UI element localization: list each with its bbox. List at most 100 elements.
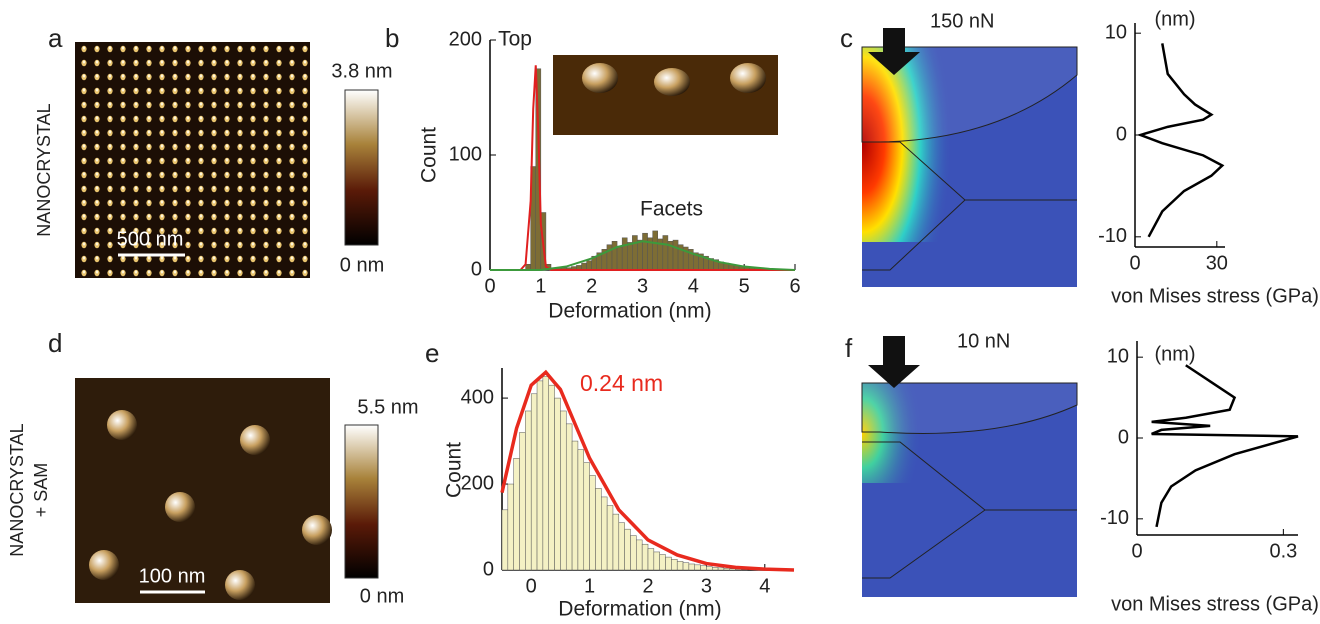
annotation: Facets bbox=[640, 198, 703, 221]
force-arrow bbox=[868, 336, 920, 388]
x-tick-label: 6 bbox=[789, 275, 800, 297]
panel-label: c bbox=[840, 23, 853, 53]
y-tick-label: 0 bbox=[1118, 426, 1129, 448]
y-unit-label: (nm) bbox=[1154, 8, 1195, 30]
x-tick-label: 3 bbox=[701, 575, 712, 597]
bar bbox=[677, 561, 683, 570]
bar bbox=[673, 240, 678, 270]
x-tick-label: 4 bbox=[759, 575, 770, 597]
bar bbox=[607, 506, 613, 570]
x-tick-label: 0 bbox=[526, 575, 537, 597]
bar bbox=[695, 565, 701, 570]
bar bbox=[663, 236, 668, 271]
colorbar-max: 5.5 nm bbox=[357, 396, 418, 418]
inset-particle bbox=[654, 68, 690, 96]
scale-bar-label: 100 nm bbox=[139, 565, 206, 587]
bar bbox=[582, 263, 587, 270]
x-axis-label: von Mises stress (GPa) bbox=[1111, 593, 1319, 615]
bar bbox=[578, 450, 584, 570]
bar bbox=[666, 557, 672, 570]
scale-bar-label: 500 nm bbox=[117, 228, 184, 250]
y-axis-label: Count bbox=[443, 442, 466, 498]
x-tick-label: 30 bbox=[1206, 252, 1228, 274]
bar bbox=[613, 514, 619, 570]
bar bbox=[584, 463, 590, 570]
bar bbox=[612, 241, 617, 270]
force-label: 10 nN bbox=[957, 330, 1010, 352]
x-tick-label: 1 bbox=[535, 275, 546, 297]
bar bbox=[601, 497, 607, 570]
bar bbox=[648, 549, 654, 570]
x-tick-label: 2 bbox=[586, 275, 597, 297]
bar bbox=[625, 529, 631, 570]
y-tick-label: 100 bbox=[449, 143, 482, 165]
panel-label: a bbox=[48, 23, 63, 53]
bar bbox=[572, 441, 578, 570]
side-label: NANOCRYSTAL bbox=[34, 103, 54, 236]
x-axis-label: Deformation (nm) bbox=[548, 300, 711, 323]
inset-particle bbox=[730, 63, 766, 93]
side-label: + SAM bbox=[31, 463, 51, 518]
bar bbox=[636, 540, 642, 570]
y-tick-label: 10 bbox=[1107, 345, 1129, 367]
bar bbox=[712, 567, 718, 570]
bar bbox=[595, 488, 601, 570]
y-tick-label: 0 bbox=[471, 258, 482, 280]
colorbar-min: 0 nm bbox=[360, 585, 404, 607]
bar bbox=[654, 552, 660, 570]
bar bbox=[724, 568, 730, 570]
bar bbox=[701, 566, 707, 570]
colorbar-min: 0 nm bbox=[340, 254, 384, 276]
x-tick-label: 4 bbox=[688, 275, 699, 297]
bar bbox=[555, 398, 561, 570]
x-tick-label: 0 bbox=[484, 275, 495, 297]
y-tick-label: 400 bbox=[461, 386, 494, 408]
bar bbox=[706, 567, 712, 570]
bar bbox=[637, 240, 642, 270]
bar bbox=[683, 563, 689, 570]
curve bbox=[1140, 43, 1222, 236]
bar bbox=[630, 536, 636, 570]
bar bbox=[627, 242, 632, 270]
x-axis-label: von Mises stress (GPa) bbox=[1111, 285, 1319, 307]
x-tick-label: 0 bbox=[1131, 540, 1142, 562]
x-tick-label: 3 bbox=[637, 275, 648, 297]
x-tick-label: 2 bbox=[642, 575, 653, 597]
y-tick-label: -10 bbox=[1098, 225, 1127, 247]
bar bbox=[590, 475, 596, 570]
bar bbox=[502, 510, 508, 570]
inset-particle bbox=[582, 63, 618, 93]
y-tick-label: 200 bbox=[449, 28, 482, 50]
bar bbox=[689, 564, 695, 570]
panel-label: e bbox=[425, 338, 439, 368]
bar bbox=[537, 381, 543, 570]
annotation: Top bbox=[498, 28, 532, 51]
side-label: NANOCRYSTAL bbox=[7, 423, 27, 556]
y-axis-label: Count bbox=[418, 127, 441, 183]
bar bbox=[566, 424, 572, 570]
panel-label: b bbox=[385, 23, 399, 53]
figure: a NANOCRYSTAL 500 nm 3.8 nm 0 nm b c 150… bbox=[0, 0, 1320, 624]
x-tick-label: 5 bbox=[739, 275, 750, 297]
x-tick-label: 0.3 bbox=[1269, 540, 1297, 562]
force-label: 150 nN bbox=[930, 10, 995, 32]
panel-label: d bbox=[48, 328, 62, 358]
bar bbox=[617, 247, 622, 270]
colorbar bbox=[345, 90, 378, 245]
bar bbox=[508, 484, 514, 570]
bar bbox=[643, 233, 648, 270]
colorbar bbox=[345, 425, 378, 578]
x-axis-label: Deformation (nm) bbox=[558, 598, 721, 621]
bar bbox=[543, 377, 549, 570]
y-tick-label: 0 bbox=[483, 558, 494, 580]
y-tick-label: 10 bbox=[1105, 21, 1127, 43]
panel-label: f bbox=[845, 333, 853, 363]
bar bbox=[531, 394, 537, 570]
bar bbox=[525, 411, 531, 570]
bar bbox=[619, 523, 625, 570]
bar bbox=[587, 261, 592, 270]
bar bbox=[660, 555, 666, 570]
bar bbox=[560, 411, 566, 570]
bar bbox=[514, 458, 520, 570]
x-tick-label: 1 bbox=[584, 575, 595, 597]
